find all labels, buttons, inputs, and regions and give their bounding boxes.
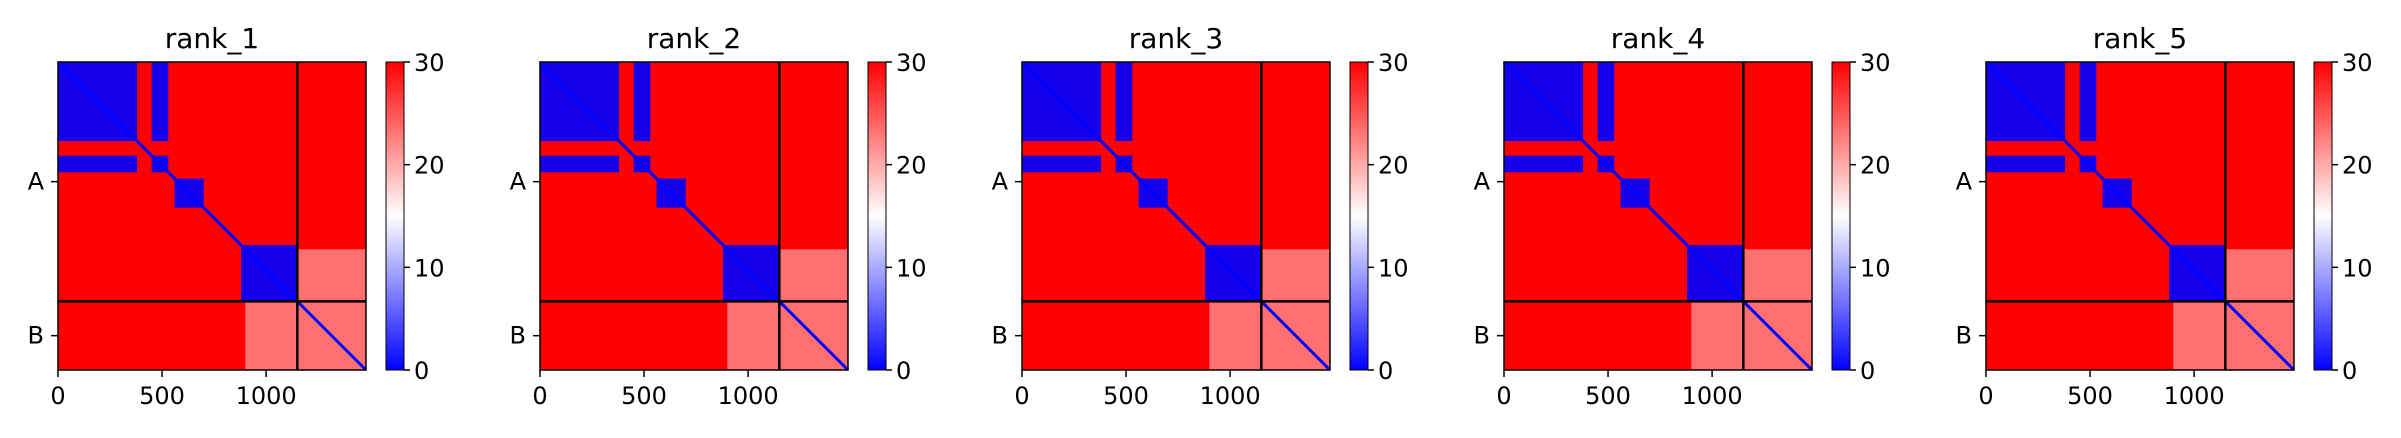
x-tick-label: 500 <box>1585 382 1631 410</box>
colorbar-tick-label: 20 <box>2342 152 2373 180</box>
heatmap-block <box>540 155 620 173</box>
x-tick-label: 0 <box>1496 382 1511 410</box>
colorbar <box>1831 61 1851 371</box>
colorbar-tick-label: 0 <box>414 357 429 385</box>
x-tick-label: 1000 <box>2164 382 2225 410</box>
x-tick-label: 0 <box>1978 382 1993 410</box>
heatmap-diagonal <box>1984 60 2296 372</box>
colorbar-tick-label: 20 <box>414 152 445 180</box>
heatmap-block <box>633 62 651 142</box>
colorbar-tick-label: 10 <box>2342 254 2373 282</box>
colorbar-tick-label: 0 <box>2342 357 2357 385</box>
heatmap-block <box>1209 301 1262 370</box>
colorbar-tick-label: 30 <box>1378 49 1409 77</box>
heatmap-block <box>58 155 138 173</box>
heatmap-block <box>1743 249 1812 302</box>
heatmap-panel-5: rank_5 0 500 1000 A B 0 10 20 30 <box>1956 22 2373 410</box>
colorbar <box>1349 61 1369 371</box>
heatmap-block <box>245 301 298 370</box>
colorbar-tick-label: 20 <box>1860 152 1891 180</box>
x-tick-label: 0 <box>1014 382 1029 410</box>
colorbar-tick-label: 10 <box>896 254 927 282</box>
colorbar-tick-label: 30 <box>896 49 927 77</box>
heatmap-diagonal <box>538 60 850 372</box>
colorbar-tick-label: 0 <box>1860 357 1875 385</box>
panel-title: rank_2 <box>647 22 741 55</box>
heatmap-block <box>2173 301 2226 370</box>
chain-label-b: B <box>1474 322 1490 350</box>
heatmap-diagonal <box>1020 60 1332 372</box>
colorbar-tick-label: 30 <box>414 49 445 77</box>
colorbar-tick-label: 10 <box>1378 254 1409 282</box>
panel-title: rank_4 <box>1611 22 1705 55</box>
heatmap-frame <box>1985 61 2295 371</box>
heatmap-panel-1: rank_1 0 500 1000 A B 0 10 20 30 <box>28 22 445 410</box>
heatmap-diagonal <box>56 60 368 372</box>
heatmap-block <box>1022 155 1102 173</box>
heatmap-frame <box>57 61 367 371</box>
chain-label-a: A <box>510 168 527 196</box>
chain-label-b: B <box>510 322 526 350</box>
x-tick-label: 0 <box>532 382 547 410</box>
x-tick-label: 1000 <box>718 382 779 410</box>
heatmap-block <box>1115 62 1133 142</box>
heatmap-block <box>1261 249 1330 302</box>
colorbar-tick-label: 20 <box>896 152 927 180</box>
x-tick-label: 500 <box>1103 382 1149 410</box>
heatmap-block <box>151 62 169 142</box>
heatmap-block <box>2079 62 2097 142</box>
colorbar-tick-label: 0 <box>1378 357 1393 385</box>
heatmap-diagonal <box>1502 60 1814 372</box>
heatmap-panel-4: rank_4 0 500 1000 A B 0 10 20 30 <box>1474 22 1891 410</box>
x-tick-label: 1000 <box>1682 382 1743 410</box>
panel-title: rank_3 <box>1129 22 1223 55</box>
chain-label-a: A <box>1474 168 1491 196</box>
heatmap-panel-3: rank_3 0 500 1000 A B 0 10 20 30 <box>992 22 1409 410</box>
heatmap-block <box>1597 62 1615 142</box>
heatmap-frame <box>1021 61 1331 371</box>
colorbar-tick-label: 30 <box>1860 49 1891 77</box>
x-tick-label: 0 <box>50 382 65 410</box>
chain-label-a: A <box>28 168 45 196</box>
colorbar-tick-label: 0 <box>896 357 911 385</box>
colorbar-tick-label: 10 <box>414 254 445 282</box>
panel-title: rank_1 <box>165 22 259 55</box>
heatmap-frame <box>1503 61 1813 371</box>
colorbar-tick-label: 30 <box>2342 49 2373 77</box>
heatmap-block <box>297 249 366 302</box>
chain-label-b: B <box>1956 322 1972 350</box>
colorbar <box>2313 61 2333 371</box>
chain-label-a: A <box>992 168 1009 196</box>
heatmap-block <box>779 249 848 302</box>
heatmap-frame <box>539 61 849 371</box>
colorbar-tick-label: 20 <box>1378 152 1409 180</box>
heatmap-panel-2: rank_2 0 500 1000 A B 0 10 20 30 <box>510 22 927 410</box>
heatmap-block <box>2225 249 2294 302</box>
x-tick-label: 500 <box>2067 382 2113 410</box>
heatmap-block <box>1691 301 1744 370</box>
colorbar-tick-label: 10 <box>1860 254 1891 282</box>
x-tick-label: 500 <box>621 382 667 410</box>
x-tick-label: 1000 <box>1200 382 1261 410</box>
colorbar <box>867 61 887 371</box>
colorbar <box>385 61 405 371</box>
heatmap-block <box>1986 155 2066 173</box>
chain-label-a: A <box>1956 168 1973 196</box>
x-tick-label: 500 <box>139 382 185 410</box>
heatmap-block <box>1504 155 1584 173</box>
panel-title: rank_5 <box>2093 22 2187 55</box>
chain-label-b: B <box>992 322 1008 350</box>
x-tick-label: 1000 <box>236 382 297 410</box>
heatmap-block <box>727 301 780 370</box>
chain-label-b: B <box>28 322 44 350</box>
